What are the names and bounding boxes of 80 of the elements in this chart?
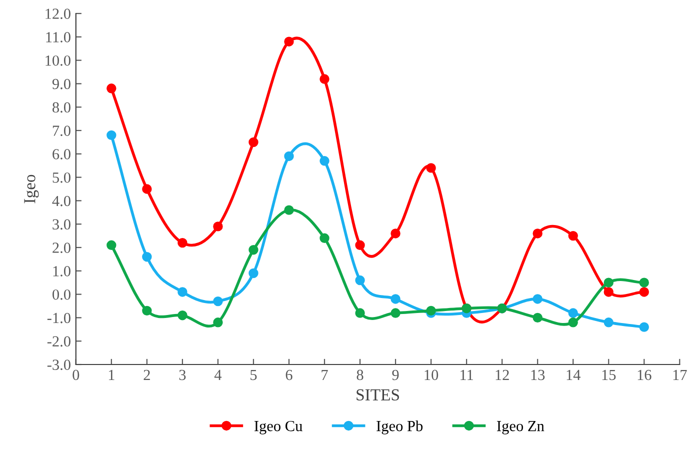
- y-tick-label: 10.0: [46, 55, 70, 66]
- point: [355, 240, 365, 250]
- x-tick-label: 0: [72, 370, 80, 380]
- y-tick-label: 1.0: [53, 266, 70, 276]
- point: [426, 306, 436, 316]
- point: [248, 244, 258, 255]
- point: [390, 228, 400, 238]
- point: [355, 275, 365, 286]
- x-tick-label: 7: [322, 370, 328, 380]
- point: [213, 318, 223, 328]
- x-tick-label: 8: [356, 370, 364, 380]
- point: [532, 312, 542, 323]
- point: [604, 278, 614, 288]
- x-tick-label: 2: [144, 370, 150, 380]
- point: [213, 222, 223, 232]
- y-tick-label: 9.0: [52, 78, 70, 90]
- y-tick-label: 7.0: [52, 126, 70, 136]
- point: [142, 252, 152, 262]
- point: [178, 310, 188, 320]
- y-tick-label: -1.0: [47, 312, 70, 324]
- point: [142, 306, 152, 316]
- x-tick-label: 5: [250, 370, 257, 380]
- point: [639, 322, 649, 332]
- y-tick-label: -2.0: [47, 336, 70, 347]
- point: [213, 296, 223, 306]
- point: [390, 308, 400, 318]
- point: [532, 294, 542, 304]
- x-tick-label: 16: [638, 370, 652, 380]
- legend-label: Igeo Pb: [376, 420, 423, 434]
- x-tick-label: 10: [424, 370, 438, 380]
- y-tick-label: -3.0: [47, 360, 70, 370]
- point: [532, 228, 542, 238]
- x-tick-label: 11: [460, 370, 473, 380]
- point: [106, 130, 116, 140]
- x-tick-label: 1: [108, 370, 114, 380]
- point: [568, 308, 578, 318]
- point: [284, 36, 294, 46]
- point: [142, 184, 152, 194]
- point: [248, 268, 258, 278]
- point: [604, 287, 614, 297]
- y-axis-title: Igeo: [24, 174, 39, 204]
- point: [320, 74, 330, 84]
- point: [320, 233, 330, 243]
- x-tick-label: 4: [214, 370, 222, 380]
- point: [639, 278, 649, 288]
- point: [355, 308, 365, 318]
- y-tick-label: 11.0: [46, 32, 70, 42]
- point: [106, 84, 116, 94]
- y-tick-label: 8.0: [52, 102, 70, 113]
- x-tick-label: 13: [531, 370, 545, 380]
- point: [390, 294, 400, 304]
- point: [639, 287, 649, 297]
- point: [604, 318, 614, 328]
- y-tick-label: 3.0: [52, 219, 70, 230]
- y-tick-label: 2.0: [52, 242, 70, 254]
- x-tick-label: 17: [673, 370, 687, 380]
- legend-label: Igeo Zn: [497, 421, 544, 434]
- point: [426, 163, 436, 173]
- y-tick-label: 12.0: [46, 8, 70, 20]
- x-tick-label: 6: [286, 370, 292, 380]
- point: [284, 151, 294, 162]
- y-tick-label: 4.0: [52, 196, 70, 206]
- x-tick-label: 3: [179, 370, 186, 380]
- point: [178, 287, 188, 297]
- point: [568, 318, 578, 328]
- point: [106, 240, 116, 250]
- y-tick-label: 6.0: [52, 149, 70, 160]
- y-tick-label: 5.0: [52, 172, 70, 183]
- x-tick-label: 12: [496, 370, 509, 380]
- x-tick-label: 15: [602, 370, 616, 380]
- y-tick-label: 0.0: [52, 289, 70, 300]
- x-tick-label: 9: [392, 370, 399, 380]
- point: [320, 156, 330, 166]
- point: [284, 205, 294, 215]
- x-tick-label: 14: [566, 370, 581, 380]
- point: [568, 230, 578, 241]
- point: [248, 137, 258, 148]
- point: [178, 238, 188, 248]
- legend-label: Igeo Cu: [254, 420, 302, 434]
- x-axis-title: SITES: [356, 389, 399, 400]
